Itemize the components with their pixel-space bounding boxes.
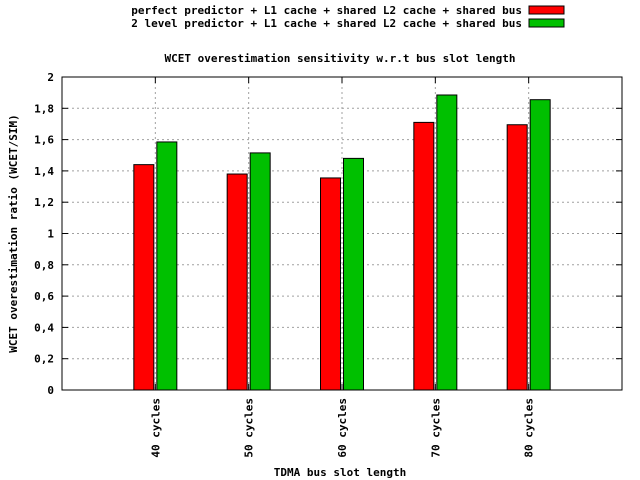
y-tick-label: 0,6 (34, 290, 54, 303)
bar-series-1 (320, 177, 341, 391)
y-tick-label: 0,4 (34, 321, 54, 334)
legend-swatch (528, 5, 565, 15)
bar-series-1 (226, 173, 248, 391)
y-tick-label: 0 (47, 384, 54, 397)
bar-series-1 (413, 121, 435, 391)
x-tick-label: 60 cycles (336, 398, 349, 458)
x-tick-label: 50 cycles (243, 398, 256, 458)
grid (62, 77, 622, 390)
y-axis-label: WCET overestimation ratio (WCET/SIM) (7, 114, 20, 352)
bar-series-2 (529, 99, 551, 391)
y-tick-label: 1,6 (34, 134, 54, 147)
bar-series-2 (343, 157, 364, 391)
y-tick-label: 1 (47, 228, 54, 241)
x-axis-label: TDMA bus slot length (274, 466, 406, 479)
y-tick-label: 1,2 (34, 196, 54, 209)
y-tick-label: 2 (47, 71, 54, 84)
chart-title: WCET overestimation sensitivity w.r.t bu… (165, 52, 516, 65)
x-tick-label: 40 cycles (149, 398, 162, 458)
bar-series-2 (156, 141, 178, 391)
x-tick-label: 80 cycles (523, 398, 536, 458)
y-tick-label: 1,4 (34, 165, 54, 178)
x-axis-ticks: 40 cycles 50 cycles 60 cycles 70 cycles 80 c… (149, 77, 536, 458)
bar-series-1 (133, 164, 155, 391)
legend-label: perfect predictor + L1 cache + shared L2… (131, 4, 522, 17)
legend-swatch (528, 18, 565, 28)
y-tick-label: 0,8 (34, 259, 54, 272)
bar-series-1 (506, 124, 528, 391)
x-tick-label: 70 cycles (429, 398, 442, 458)
legend-label: 2 level predictor + L1 cache + shared L2… (131, 17, 522, 30)
y-axis-ticks: 0 0,2 0,4 0,6 0,8 1 1,2 1,4 1,6 1,8 2 (34, 71, 622, 397)
y-tick-label: 1,8 (34, 102, 54, 115)
legend: perfect predictor + L1 cache + shared L2… (131, 4, 565, 30)
bar-series-2 (436, 94, 458, 391)
bar-series-2 (249, 152, 271, 391)
bars (133, 94, 551, 391)
y-tick-label: 0,2 (34, 353, 54, 366)
